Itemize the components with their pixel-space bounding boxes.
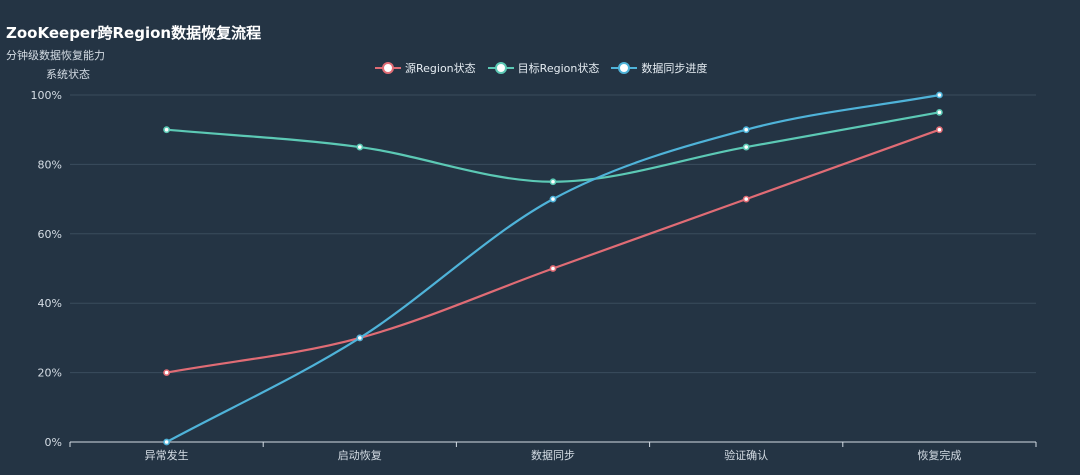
x-tick-label: 恢复完成 [917,448,961,462]
legend-swatch-sync [611,61,638,75]
legend-label-sync: 数据同步进度 [641,62,708,75]
legend: 源Region状态 目标Region状态 数据同步进度 [375,60,707,76]
data-point-target [163,126,170,134]
legend-item-source[interactable]: 源Region状态 [375,60,476,76]
x-tick-label: 验证确认 [724,448,768,462]
data-point-sync [936,91,943,99]
chart-title: ZooKeeper跨Region数据恢复流程 [6,24,262,42]
data-point-source [936,126,943,134]
data-point-target [742,143,750,151]
data-point-sync [163,438,170,446]
data-point-source [742,195,750,203]
data-point-target [356,143,364,151]
x-tick-label: 数据同步 [531,448,575,462]
x-tick-label: 启动恢复 [338,448,382,462]
legend-item-target[interactable]: 目标Region状态 [487,60,600,76]
y-tick-label: 100% [31,89,62,102]
legend-item-sync[interactable]: 数据同步进度 [611,60,707,76]
legend-label-source: 源Region状态 [405,62,476,75]
legend-swatch-source [375,61,401,75]
data-point-target [936,108,943,116]
y-tick-label: 80% [38,158,62,171]
y-axis-label: 系统状态 [46,67,90,81]
data-point-source [163,369,170,376]
legend-swatch-target [487,61,514,75]
legend-label-target: 目标Region状态 [517,62,600,75]
x-tick-label: 异常发生 [145,448,189,462]
data-point-sync [356,334,364,342]
chart-subtitle: 分钟级数据恢复能力 [6,49,105,62]
data-point-source [549,265,557,272]
y-tick-label: 20% [38,367,62,380]
y-tick-label: 40% [38,297,62,310]
series-line-source [166,128,940,374]
data-point-target [549,178,557,186]
y-tick-label: 0% [45,436,62,449]
y-tick-label: 60% [38,228,62,241]
data-point-sync [742,126,750,134]
data-point-sync [549,195,557,203]
